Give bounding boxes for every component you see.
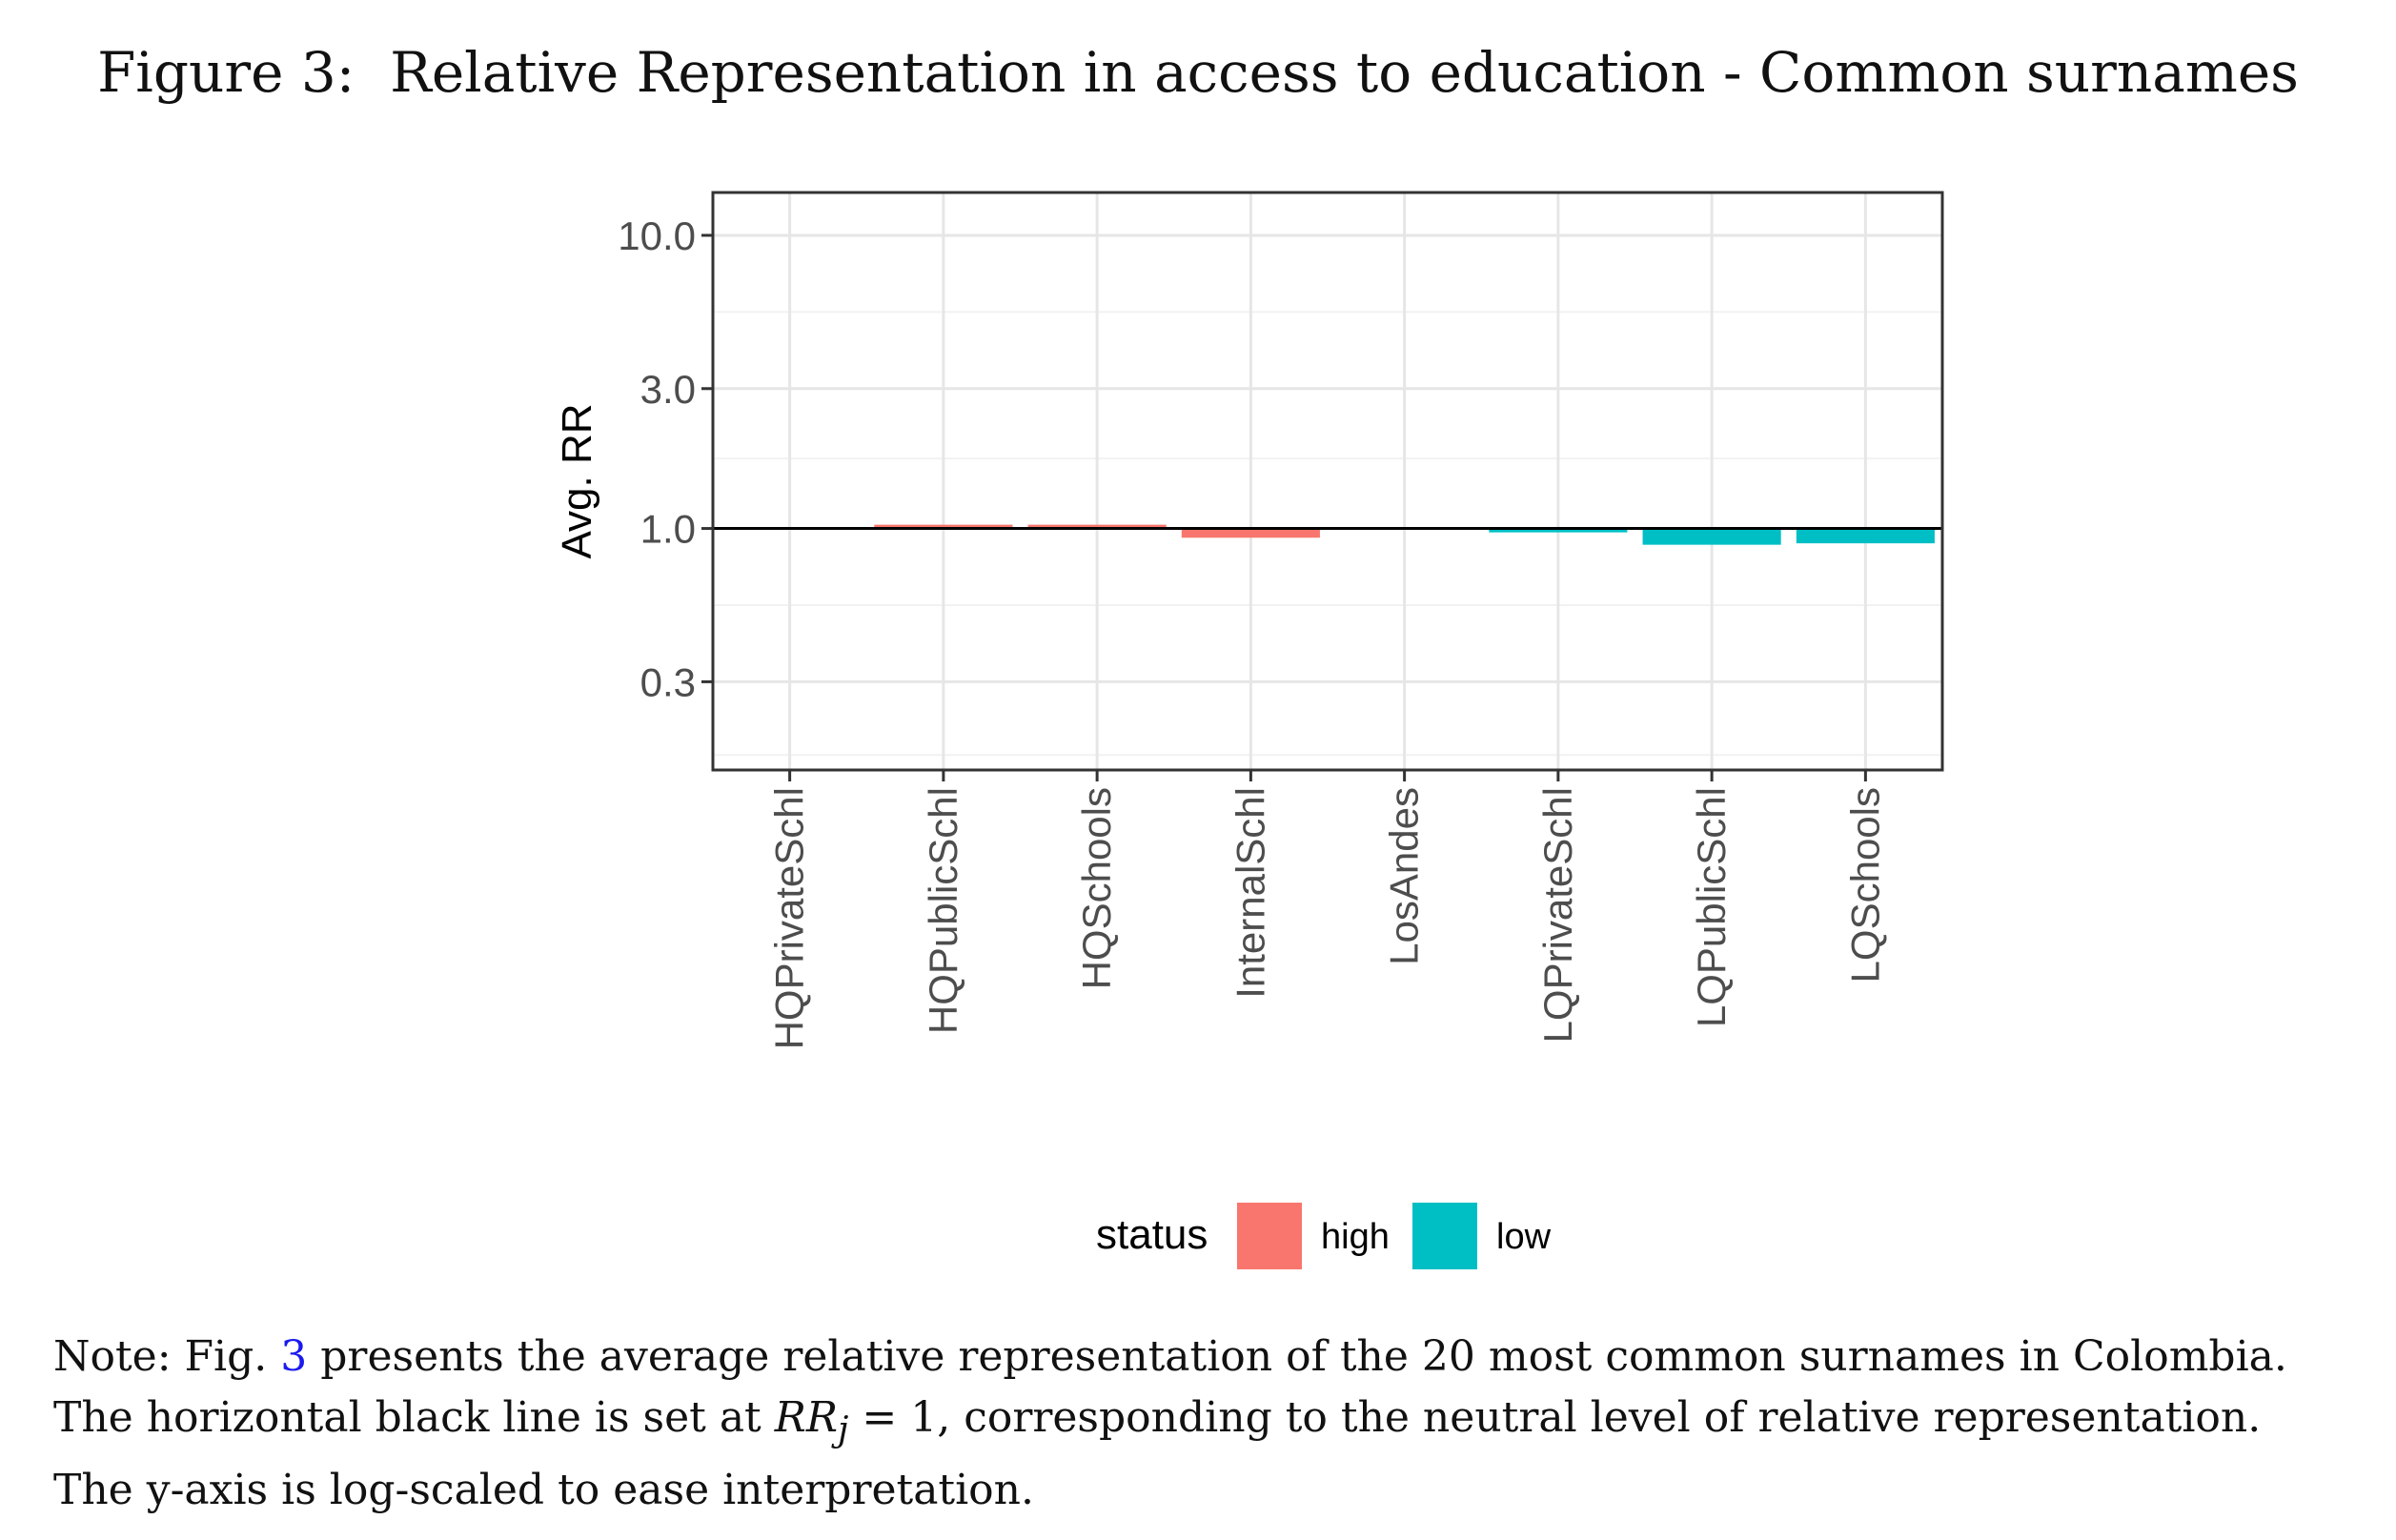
x-tick-label: HQPrivateSchl bbox=[767, 787, 812, 1049]
y-tick-label: 10.0 bbox=[618, 213, 696, 258]
note-line-2: The horizontal black line is set at RRj … bbox=[53, 1393, 2262, 1449]
legend-label-high: high bbox=[1321, 1217, 1390, 1257]
bar-lqprivateschl bbox=[1489, 528, 1628, 533]
x-tick-label: InternalSchl bbox=[1228, 787, 1272, 999]
bar-lqpublicschl bbox=[1642, 528, 1781, 545]
x-tick-label: LQPublicSchl bbox=[1689, 787, 1734, 1027]
panel-border bbox=[711, 191, 1944, 772]
bar-lqschools bbox=[1796, 528, 1935, 544]
rr-subscript: j bbox=[838, 1408, 849, 1449]
figure-reference-link[interactable]: 3 bbox=[280, 1332, 308, 1381]
legend-key-low bbox=[1412, 1203, 1477, 1269]
x-tick-label: LQSchools bbox=[1842, 787, 1887, 983]
legend-label-low: low bbox=[1496, 1217, 1552, 1257]
x-tick-label: HQSchools bbox=[1074, 787, 1119, 989]
figure-note: Note: Fig. 3 presents the average relati… bbox=[53, 1327, 2379, 1521]
figure-label: Figure 3: bbox=[97, 40, 355, 105]
figure-caption: Figure 3: Relative Representation in acc… bbox=[0, 40, 2396, 105]
legend-title: status bbox=[1096, 1211, 1208, 1258]
legend-key-high bbox=[1237, 1203, 1302, 1269]
x-tick-label: LQPrivateSchl bbox=[1535, 787, 1580, 1043]
bar-chart: 0.3 1.0 3.0 10.0 HQPrivateSchl HQPublicSchl HQ… bbox=[554, 191, 1944, 1269]
note-line-1: Note: Fig. 3 presents the average relati… bbox=[53, 1332, 2287, 1381]
bar-hqschools bbox=[1027, 524, 1167, 529]
y-tick-label: 0.3 bbox=[640, 659, 696, 704]
figure-title: Relative Representation in access to edu… bbox=[390, 40, 2299, 105]
y-tick-label: 1.0 bbox=[640, 507, 696, 552]
y-axis-title: Avg. RR bbox=[554, 403, 600, 558]
bar-internalschl bbox=[1181, 528, 1320, 538]
plot-panel bbox=[713, 192, 1942, 770]
rr-equals: = 1 bbox=[848, 1393, 938, 1442]
bar-hqpublicschl bbox=[874, 524, 1013, 529]
rr-variable: RR bbox=[774, 1393, 838, 1442]
x-tick-label: HQPublicSchl bbox=[921, 787, 965, 1034]
note-line-3: The y-axis is log-scaled to ease interpr… bbox=[53, 1465, 1034, 1514]
x-tick-label: LosAndes bbox=[1382, 787, 1427, 965]
y-tick-label: 3.0 bbox=[640, 367, 696, 412]
